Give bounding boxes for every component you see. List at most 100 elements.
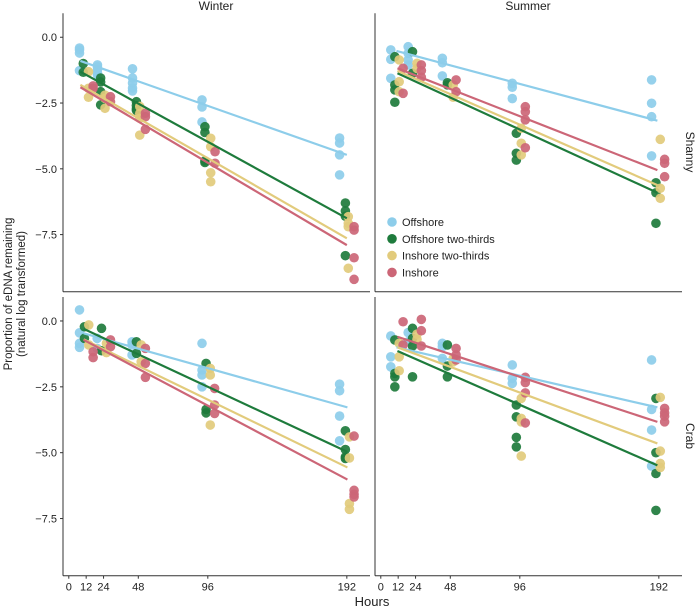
point-inshore-two-thirds <box>83 320 94 330</box>
y-tick-label: −7.5 <box>35 514 57 526</box>
point-inshore <box>349 274 359 285</box>
legend-swatch-inshore <box>387 267 397 278</box>
point-inshore-two-thirds <box>83 92 94 103</box>
point-offshore-two-thirds <box>651 218 661 229</box>
point-inshore <box>416 325 427 336</box>
y-tick-label: −5.0 <box>35 448 57 460</box>
point-inshore-two-thirds <box>205 420 216 430</box>
point-inshore <box>520 106 531 117</box>
point-inshore-two-thirds <box>394 55 404 65</box>
y-axis-label-line2: (natural log transformed) <box>16 231 28 357</box>
point-offshore <box>437 71 448 81</box>
point-offshore-two-thirds <box>511 432 522 443</box>
point-offshore <box>646 355 657 365</box>
fit-line-inshore <box>397 67 658 172</box>
point-offshore <box>197 338 207 349</box>
point-offshore <box>74 48 85 58</box>
fit-line-offshore <box>396 346 658 409</box>
fit-line-offshore-two-thirds <box>79 70 348 220</box>
point-offshore-two-thirds <box>340 250 351 261</box>
legend-label-inshore-two-thirds: Inshore two-thirds <box>402 251 490 263</box>
point-offshore <box>507 93 518 104</box>
point-offshore <box>646 98 657 109</box>
point-offshore <box>127 86 138 96</box>
point-inshore <box>659 171 670 182</box>
fit-line-inshore <box>397 335 658 423</box>
point-inshore-two-thirds <box>394 76 404 87</box>
y-tick-label: 0.0 <box>42 316 57 328</box>
point-inshore-two-thirds <box>344 453 355 463</box>
point-inshore-two-thirds <box>655 462 666 473</box>
point-offshore <box>507 82 518 93</box>
legend: Offshore Offshore two-thirds Inshore two-t… <box>387 217 495 279</box>
strip-label-summer: Summer <box>505 0 550 13</box>
point-inshore-two-thirds <box>205 370 216 380</box>
point-offshore <box>646 151 657 161</box>
y-tick-label: −5.0 <box>35 164 57 176</box>
fit-line-offshore <box>396 49 658 122</box>
x-tick-label: 192 <box>650 582 668 594</box>
x-axis-label: Hours <box>355 594 390 609</box>
point-inshore <box>349 492 359 502</box>
y-tick-label: −7.5 <box>35 230 57 242</box>
point-inshore-two-thirds <box>655 193 666 204</box>
strip-label-winter: Winter <box>199 0 234 13</box>
point-inshore <box>349 225 359 235</box>
point-inshore <box>140 358 151 369</box>
fit-line-inshore <box>79 86 348 247</box>
point-inshore-two-thirds <box>655 134 666 145</box>
fit-line-inshore-two-thirds <box>397 69 658 187</box>
fit-line-inshore-two-thirds <box>83 338 348 469</box>
point-inshore-two-thirds <box>655 446 666 456</box>
point-inshore <box>140 111 151 122</box>
panel-summer-crab: 0 12 24 48 96 192 <box>374 297 682 594</box>
point-offshore-two-thirds <box>201 408 211 418</box>
legend-label-offshore-two-thirds: Offshore two-thirds <box>402 234 495 246</box>
point-offshore <box>197 370 207 380</box>
fit-line-offshore-two-thirds <box>396 72 658 194</box>
point-inshore <box>398 88 408 99</box>
point-offshore-two-thirds <box>96 323 107 334</box>
point-inshore <box>105 341 116 352</box>
fit-line-offshore-two-thirds <box>83 327 348 453</box>
point-inshore-two-thirds <box>655 183 666 194</box>
x-tick-label: 192 <box>338 582 356 594</box>
y-tick-label: −2.5 <box>35 98 57 110</box>
point-inshore <box>520 418 531 428</box>
x-tick-label: 48 <box>132 582 144 594</box>
point-offshore <box>385 351 396 362</box>
legend-label-offshore: Offshore <box>402 217 444 229</box>
point-offshore-two-thirds <box>407 372 418 382</box>
point-offshore-two-thirds <box>340 198 351 208</box>
point-offshore <box>334 385 345 396</box>
point-inshore-two-thirds <box>394 365 404 376</box>
point-inshore <box>88 352 98 363</box>
point-inshore-two-thirds <box>344 504 355 515</box>
panel-winter-shanny: 0.0 −2.5 −5.0 −7.5 <box>35 13 370 293</box>
point-offshore-two-thirds <box>390 97 400 108</box>
point-inshore <box>451 343 461 354</box>
point-offshore-two-thirds <box>651 505 661 516</box>
fit-line-offshore-two-thirds <box>397 349 658 467</box>
point-inshore <box>451 75 461 85</box>
point-inshore-two-thirds <box>205 133 216 144</box>
legend-swatch-offshore-two-thirds <box>387 234 397 244</box>
point-inshore-two-thirds <box>343 263 354 274</box>
point-inshore-two-thirds <box>655 392 666 403</box>
legend-swatch-offshore <box>387 217 397 227</box>
x-tick-label: 12 <box>80 582 92 594</box>
fit-line-inshore-two-thirds <box>79 83 348 240</box>
legend-swatch-inshore-two-thirds <box>387 250 397 261</box>
fit-line-offshore <box>83 332 348 409</box>
legend-label-inshore: Inshore <box>402 267 439 279</box>
x-tick-label: 24 <box>97 582 109 594</box>
strip-label-crab: Crab <box>683 423 696 449</box>
x-tick-label: 0 <box>66 582 72 594</box>
y-tick-label: 0.0 <box>42 32 57 44</box>
point-inshore-two-thirds <box>516 451 527 461</box>
x-tick-label: 24 <box>409 582 421 594</box>
point-inshore-two-thirds <box>100 103 110 114</box>
point-inshore <box>659 417 670 427</box>
x-tick-label: 96 <box>514 582 526 594</box>
point-offshore <box>507 360 518 370</box>
